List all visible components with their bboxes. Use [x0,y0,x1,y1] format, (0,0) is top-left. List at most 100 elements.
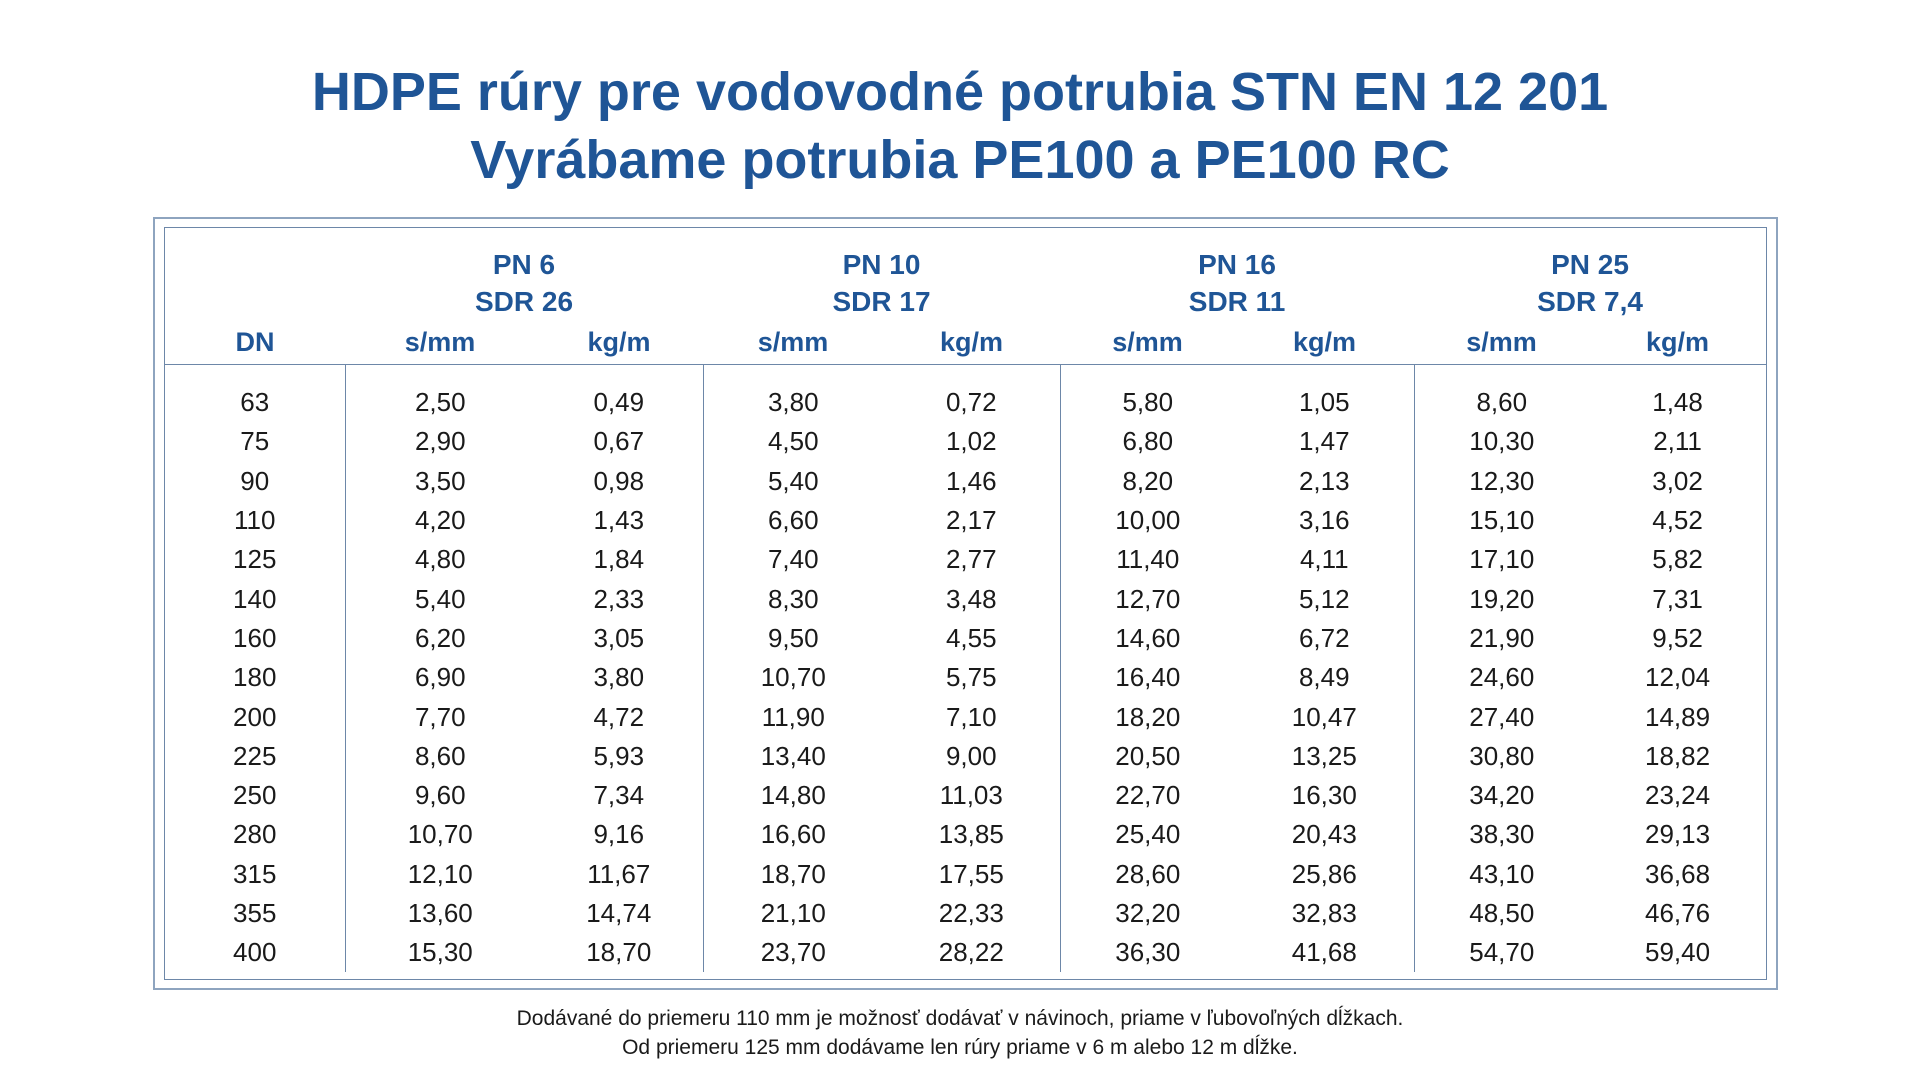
cell-s-mm: 16,60 [702,815,884,855]
table-outer-frame [153,217,1778,990]
cell-s-mm: 38,30 [1413,815,1590,855]
cell-kg-m: 16,30 [1291,780,1357,811]
header-units-row: DN s/mm kg/m s/mm kg/m s/mm kg/m s/mm kg… [165,320,1767,365]
cell-kg-m: 3,16 [1298,505,1350,536]
cell-s-mm: 10,70 [344,815,535,855]
cell-kg-m: 5,75 [945,662,997,693]
cell-kg-m: 7,34 [593,780,645,811]
cell-s-mm: 3,80 [702,364,884,423]
cell-s-mm: 28,60 [1059,854,1236,894]
table-body: 63 2,50 0,49 3,80 0,72 5,80 1,05 8,60 1,48 75 2,90… [165,364,1766,973]
cell-kg-m: 1,05 [1298,387,1350,418]
footer-line-1: Dodávané do priemeru 110 mm je možnosť d… [516,1007,1404,1030]
cell-s-mm: 11,40 [1059,540,1236,580]
cell-s-mm: 4,80 [344,540,535,580]
cell-s-mm: 19,20 [1413,579,1590,619]
cell-kg-m: 5,82 [1652,544,1703,575]
cell-s-mm: 5,80 [1059,364,1236,423]
cell-kg-m: 1,02 [945,426,997,457]
cell-kg-m: 7,31 [1652,583,1703,614]
cell-s-mm: 9,50 [702,618,884,659]
footer-line-2: Od priemeru 125 mm dodávame len rúry pri… [622,1036,1298,1059]
cell-kg-m: 1,47 [1298,426,1350,457]
cell-s-mm: 30,80 [1413,736,1590,776]
cell-kg-m: 18,82 [1645,740,1711,771]
cell-s-mm: 34,20 [1413,775,1590,816]
cell-s-mm: 23,70 [702,933,884,973]
cell-dn: 125 [233,544,277,575]
cell-s-mm: 18,70 [702,854,884,894]
cell-kg-m: 0,67 [593,426,645,457]
cell-s-mm: 13,40 [702,736,884,776]
cell-kg-m: 5,12 [1298,583,1350,614]
cell-s-mm: 10,30 [1413,422,1590,462]
cell-kg-m: 2,33 [593,583,645,614]
cell-s-mm: 2,50 [344,364,535,423]
cell-kg-m: 2,77 [945,544,997,575]
table-inner-frame [164,227,1767,980]
group-header-pn6: PN 6 SDR 26 [345,228,703,320]
cell-kg-m: 11,03 [939,780,1003,811]
cell-kg-m: 29,13 [1645,819,1711,850]
group-pn-label: PN 10 [842,249,921,280]
column-header-kg-m: kg/m [535,320,704,365]
header-dn-spacer [165,228,345,320]
cell-s-mm: 8,60 [344,736,535,776]
cell-dn: 400 [233,937,277,968]
cell-kg-m: 41,68 [1291,937,1357,968]
cell-kg-m: 3,02 [1652,465,1703,496]
cell-dn: 280 [233,819,277,850]
cell-s-mm: 8,20 [1059,461,1236,501]
table-row: 200 7,70 4,72 11,90 7,10 18,20 10,47 27,40 14,89 [165,697,1766,737]
cell-s-mm: 14,60 [1059,618,1236,659]
cell-s-mm: 48,50 [1413,893,1590,934]
cell-kg-m: 2,13 [1298,465,1350,496]
cell-s-mm: 5,40 [702,461,884,501]
cell-kg-m: 13,85 [938,819,1004,850]
cell-dn: 355 [233,898,277,928]
cell-s-mm: 8,30 [702,579,884,619]
cell-s-mm: 2,90 [344,422,535,462]
cell-s-mm: 7,40 [702,540,884,580]
cell-s-mm: 13,60 [344,893,535,934]
cell-kg-m: 1,46 [945,465,997,496]
table-row: 355 13,60 14,74 21,10 22,33 32,20 32,83 48,50 46… [165,893,1766,934]
cell-dn: 75 [240,426,270,457]
cell-dn: 110 [234,505,276,536]
cell-s-mm: 6,60 [702,500,884,541]
cell-s-mm: 14,80 [702,775,884,816]
cell-dn: 180 [233,662,277,693]
column-header-kg-m: kg/m [1589,320,1767,365]
cell-kg-m: 0,72 [945,387,997,418]
cell-s-mm: 36,30 [1059,933,1236,973]
cell-s-mm: 15,10 [1413,500,1590,541]
cell-kg-m: 36,68 [1645,858,1711,889]
cell-kg-m: 18,70 [586,937,652,968]
page-title: HDPE rúry pre vodovodné potrubia STN EN … [0,58,1920,194]
cell-dn: 140 [233,583,277,614]
cell-kg-m: 0,49 [593,387,645,418]
group-pn-label: PN 25 [1551,249,1629,280]
cell-s-mm: 10,70 [702,658,884,698]
group-sdr-label: SDR 26 [474,286,574,317]
column-header-kg-m: kg/m [883,320,1061,365]
cell-s-mm: 12,10 [344,854,535,894]
cell-kg-m: 20,43 [1291,819,1357,850]
cell-s-mm: 5,40 [344,579,535,619]
table-row: 250 9,60 7,34 14,80 11,03 22,70 16,30 34,20 23,2… [165,775,1766,816]
cell-s-mm: 11,90 [702,697,884,737]
cell-s-mm: 8,60 [1413,364,1590,423]
cell-kg-m: 32,83 [1291,898,1357,928]
title-line-1: HDPE rúry pre vodovodné potrubia STN EN … [311,62,1609,122]
cell-kg-m: 12,04 [1645,662,1711,693]
cell-s-mm: 21,10 [702,893,884,934]
cell-kg-m: 59,40 [1645,937,1711,968]
cell-kg-m: 1,43 [593,505,645,536]
table-row: 75 2,90 0,67 4,50 1,02 6,80 1,47 10,30 2,11 [165,422,1766,462]
table-row: 160 6,20 3,05 9,50 4,55 14,60 6,72 21,90 9,52 [165,618,1766,659]
column-header-s-mm: s/mm [345,320,535,365]
cell-kg-m: 9,16 [593,819,645,850]
cell-s-mm: 6,20 [344,618,535,659]
cell-kg-m: 1,48 [1652,387,1703,418]
title-line-2: Vyrábame potrubia PE100 a PE100 RC [470,130,1450,190]
